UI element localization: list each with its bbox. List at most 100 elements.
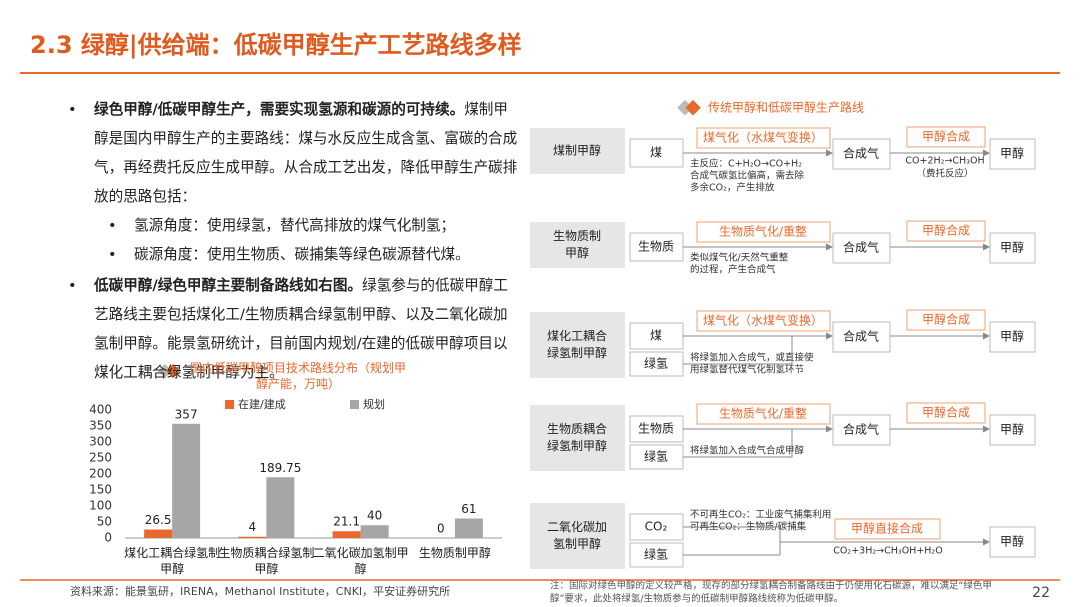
product-box — [989, 526, 1036, 558]
y-tick-label: 200 — [89, 467, 112, 481]
note: 合成气碳氢比偏高，需去除 — [690, 170, 805, 182]
diagram-title: 传统甲醇和低碳甲醇生产路线 — [708, 100, 864, 115]
process-label: 煤气化（水煤气变换） — [703, 313, 823, 328]
legend-swatch — [350, 400, 359, 409]
route-box — [530, 222, 625, 268]
value-label: 4 — [249, 520, 257, 534]
note: 不可再生CO₂：工业废气捕集利用 — [690, 509, 831, 521]
intermediate-box — [832, 138, 891, 170]
product-label: 甲醇 — [1000, 422, 1024, 437]
input-box — [629, 444, 684, 470]
product-label: 甲醇 — [1000, 534, 1024, 549]
route-label: 生物质耦合 — [547, 421, 607, 436]
route-box — [530, 128, 625, 174]
synthesis-box — [906, 126, 986, 148]
route-label: 绿氢制甲醇 — [547, 345, 607, 360]
input-box — [629, 513, 684, 541]
y-tick-label: 250 — [89, 451, 112, 465]
note-line: 注：国际对绿色甲醇的定义较严格，现存的部分绿氢耦合制备路线由于仍使用化石碳源，难… — [550, 580, 992, 592]
product-box — [989, 232, 1036, 264]
connector — [683, 336, 793, 365]
bar — [332, 531, 361, 538]
bar — [144, 529, 173, 538]
sub-bullet: 碳源角度：使用生物质、碳捕集等绿色碳源替代煤。 — [68, 240, 520, 269]
bullet-bold: 低碳甲醇/绿色甲醇主要制备路线如右图。 — [94, 277, 363, 294]
value-label: 357 — [175, 407, 198, 421]
bar — [454, 518, 483, 538]
synthesis-box — [834, 518, 941, 540]
synthesis-label: 甲醇合成 — [922, 129, 970, 144]
route-label: 氢制甲醇 — [553, 536, 601, 551]
synthesis-box — [906, 309, 986, 331]
bar — [360, 525, 389, 538]
route-label: 甲醇 — [565, 245, 589, 260]
synthesis-note: （费托反应） — [916, 168, 973, 180]
bullets: 绿色甲醇/低碳甲醇生产，需要实现氢源和碳源的可持续。煤制甲醇是国内甲醇生产的主要… — [68, 95, 520, 387]
legend-swatch — [225, 400, 234, 409]
y-tick-label: 150 — [89, 483, 112, 497]
product-box — [989, 321, 1036, 353]
bullet-text: 煤制甲醇是国内甲醇生产的主要路线：煤与水反应生成含氢、富碳的合成气，再经费托反应… — [94, 101, 518, 205]
process-box — [696, 403, 831, 425]
product-box — [989, 414, 1036, 446]
input-label: CO₂ — [645, 520, 668, 534]
value-label: 61 — [461, 502, 476, 516]
y-tick-label: 300 — [89, 435, 112, 449]
note: 用绿氢替代煤气化制氢环节 — [690, 364, 804, 376]
product-label: 甲醇 — [1000, 146, 1024, 161]
route-box — [530, 312, 625, 378]
route-label: 煤制甲醇 — [553, 143, 601, 158]
route-box — [530, 405, 625, 471]
legend-label: 规划 — [363, 397, 385, 411]
product-label: 甲醇 — [1000, 329, 1024, 344]
legend-label: 在建/建成 — [238, 397, 286, 411]
input-label: 煤 — [650, 146, 662, 160]
bullet-bold: 绿色甲醇/低碳甲醇生产，需要实现氢源和碳源的可持续。 — [94, 101, 465, 118]
value-label: 0 — [437, 522, 445, 536]
process-box — [696, 221, 831, 243]
sub-bullet: 氢源角度：使用绿氢，替代高排放的煤气化制氢； — [68, 211, 520, 240]
intermediate-box — [832, 321, 891, 353]
intermediate-box — [832, 232, 891, 264]
intermediate-box — [832, 414, 891, 446]
input-label: 生物质 — [638, 240, 674, 254]
value-label: 40 — [367, 509, 382, 523]
note: 的过程，产生合成气 — [690, 264, 776, 276]
route-label: 绿氢制甲醇 — [547, 438, 607, 453]
process-box — [696, 310, 831, 332]
input-label: 绿氢 — [644, 356, 668, 371]
synthesis-label: 甲醇合成 — [922, 223, 970, 238]
x-tick-label: 生物质耦合绿氢制甲醇 — [218, 546, 315, 576]
route-label: 二氧化碳加 — [547, 520, 607, 534]
x-tick-label: 煤化工耦合绿氢制甲醇 — [124, 546, 221, 576]
bar — [238, 536, 267, 538]
input-label: 煤 — [650, 329, 662, 343]
synthesis-note: CO+2H₂→CH₃OH — [905, 156, 984, 167]
note: 类似煤气化/天然气重整 — [690, 252, 789, 264]
x-tick-label: 二氧化碳加氢制甲醇 — [312, 546, 409, 576]
route-label: 生物质制 — [553, 229, 601, 243]
product-box — [989, 138, 1036, 170]
bullet: 低碳甲醇/绿色甲醇主要制备路线如右图。绿氢参与的低碳甲醇工艺路线主要包括煤化工/… — [68, 271, 520, 387]
value-label: 189.75 — [259, 461, 301, 475]
input-label: 绿氢 — [644, 547, 668, 562]
source: 资料来源：能景氢研，IRENA，Methanol Institute，CNKI，… — [70, 584, 450, 598]
route-label: 煤化工耦合 — [547, 328, 607, 343]
process-label: 生物质气化/重整 — [719, 224, 807, 239]
y-tick-label: 350 — [89, 419, 112, 433]
synthesis-label: 甲醇合成 — [922, 405, 970, 420]
process-label: 生物质气化/重整 — [719, 406, 807, 421]
synthesis-label: 甲醇直接合成 — [851, 521, 923, 536]
product-label: 甲醇 — [1000, 240, 1024, 255]
synthesis-label: 甲醇合成 — [922, 312, 970, 327]
x-tick-label: 生物质制甲醇 — [418, 546, 491, 560]
process-label: 煤气化（水煤气变换） — [703, 130, 823, 145]
y-tick-label: 0 — [104, 531, 112, 545]
intermediate-label: 合成气 — [843, 329, 879, 344]
route-box — [530, 503, 625, 569]
synthesis-box — [906, 402, 986, 424]
intermediate-label: 合成气 — [843, 240, 879, 255]
input-label: 生物质 — [638, 422, 674, 436]
